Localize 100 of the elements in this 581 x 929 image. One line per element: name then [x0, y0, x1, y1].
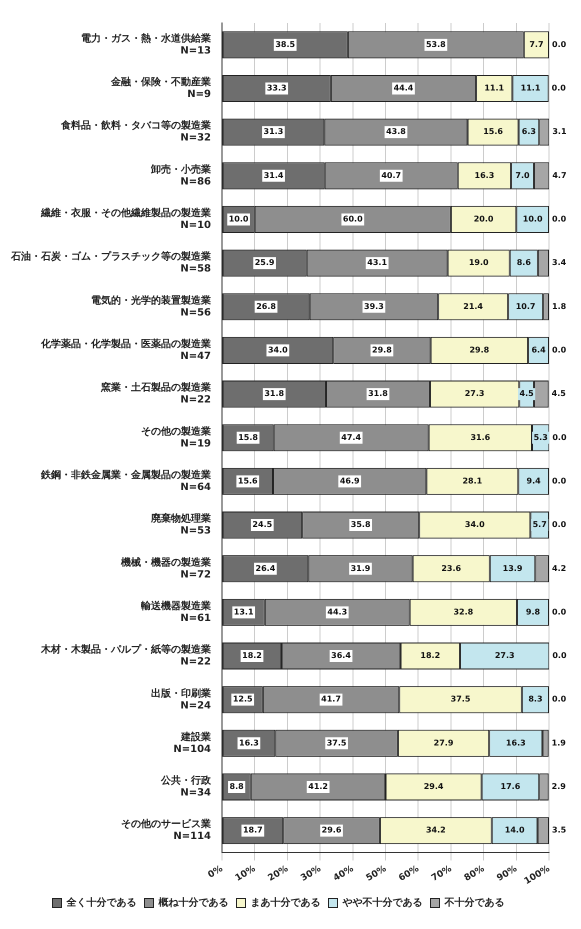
y-tick-label: 繊維・衣服・その他繊維製品の製造業 N=10	[40, 207, 212, 232]
y-tick-label: 窯業・土石製品の製造業 N=22	[100, 382, 212, 406]
data-label: 27.3	[464, 389, 484, 398]
data-label: 14.0	[504, 826, 525, 835]
data-label: 26.4	[256, 564, 276, 573]
data-label: 5.7	[532, 520, 547, 530]
data-label: 11.1	[520, 84, 541, 93]
data-label: 34.2	[426, 826, 446, 835]
data-label: 36.4	[331, 651, 352, 660]
data-label: 31.6	[470, 432, 491, 442]
data-label: 35.8	[350, 520, 371, 530]
y-tick-label: 卸売・小売業 N=86	[150, 163, 212, 188]
x-tick-label: 50%	[364, 864, 388, 884]
y-tick-label: 出版・印刷業 N=24	[151, 687, 212, 712]
x-tick-label: 80%	[462, 864, 486, 884]
data-label: 13.1	[234, 607, 254, 616]
x-tick-label: 10%	[234, 864, 258, 884]
data-label: 39.3	[364, 302, 384, 311]
data-label: 31.9	[350, 564, 371, 573]
data-label: 10.0	[522, 214, 543, 224]
data-label: 43.1	[367, 258, 388, 268]
data-label: 19.0	[468, 258, 489, 268]
data-label: 0.0	[552, 432, 567, 442]
y-tick-label: 石油・石炭・ゴム・プラスチック等の製造業 N=58	[10, 250, 212, 275]
data-label: 46.9	[340, 476, 360, 486]
y-tick-label: 電気的・光学的装置製造業 N=56	[91, 294, 212, 318]
data-label: 4.7	[552, 170, 566, 180]
data-label: 3.1	[552, 127, 567, 136]
data-label: 13.9	[502, 564, 523, 573]
y-tick-label: 鉄鋼・非鉄金属業・金属製品の製造業 N=64	[40, 468, 212, 493]
data-label: 0.0	[552, 520, 567, 530]
data-label: 18.2	[242, 651, 262, 660]
legend-label: 不十分である	[444, 896, 504, 909]
y-tick-label: 金融・保険・不動産業 N=9	[110, 76, 212, 100]
x-tick-label: 70%	[430, 864, 454, 884]
data-label: 0.0	[552, 84, 566, 93]
data-label: 43.8	[386, 127, 406, 136]
data-label: 4.5	[552, 389, 566, 398]
data-label: 41.2	[308, 782, 328, 792]
data-label: 37.5	[326, 738, 347, 748]
data-label: 60.0	[342, 214, 364, 224]
data-label: 10.7	[516, 302, 536, 311]
data-label: 5.3	[534, 432, 548, 442]
y-tick-label: その他のサービス業 N=114	[121, 818, 212, 842]
legend-label: 全く十分である	[66, 896, 136, 909]
data-label: 0.0	[552, 694, 567, 704]
y-tick-label: 電力・ガス・熱・水道供給業 N=13	[81, 32, 212, 56]
data-label: 27.9	[434, 738, 454, 748]
data-label: 15.8	[238, 432, 258, 442]
data-label: 33.3	[266, 84, 287, 93]
data-label: 20.0	[474, 214, 494, 224]
data-label: 16.3	[239, 738, 259, 748]
data-label: 31.8	[264, 389, 285, 398]
data-label: 28.1	[462, 476, 483, 486]
x-tick-label: 30%	[299, 864, 323, 884]
data-label: 16.3	[474, 170, 494, 180]
data-label: 12.5	[232, 694, 253, 704]
data-label: 44.3	[327, 607, 348, 616]
x-tick-label: 0%	[206, 864, 225, 881]
x-tick-label: 60%	[397, 864, 421, 884]
y-tick-label: 食料品・飲料・タバコ等の製造業 N=32	[60, 120, 212, 144]
y-tick-label: 廃棄物処理業 N=53	[150, 512, 212, 537]
data-label: 16.3	[506, 738, 526, 748]
data-label: 31.8	[368, 389, 388, 398]
data-label: 0.0	[552, 214, 567, 224]
data-label: 29.4	[424, 782, 444, 792]
data-label: 2.9	[552, 782, 566, 792]
data-label: 4.5	[520, 389, 534, 398]
data-label: 9.8	[526, 607, 540, 616]
x-tick-label: 90%	[495, 864, 520, 884]
data-label: 17.6	[500, 782, 521, 792]
data-label: 0.0	[552, 651, 567, 660]
data-label: 8.6	[516, 258, 532, 268]
data-label: 11.1	[484, 84, 505, 93]
data-label: 8.3	[528, 694, 543, 704]
data-label: 3.5	[552, 826, 567, 835]
data-label: 18.7	[242, 826, 263, 835]
data-label: 23.6	[441, 564, 462, 573]
data-label: 27.3	[494, 651, 515, 660]
y-tick-label: 化学薬品・化学製品・医薬品の製造業 N=47	[40, 338, 212, 362]
data-label: 8.8	[230, 782, 244, 792]
data-label: 0.0	[552, 607, 567, 616]
data-label: 41.7	[321, 694, 341, 704]
legend-label: まあ十分である	[250, 896, 320, 909]
x-tick-label: 40%	[332, 864, 356, 884]
data-label: 32.8	[453, 607, 474, 616]
data-label: 53.8	[426, 40, 446, 49]
data-label: 29.8	[469, 345, 490, 354]
y-tick-label: 公共・行政 N=34	[160, 774, 212, 799]
data-label: 4.2	[552, 564, 566, 573]
data-label: 34.0	[268, 345, 288, 354]
data-label: 38.5	[275, 40, 296, 49]
data-label: 6.4	[531, 345, 546, 354]
data-label: 26.8	[256, 302, 276, 311]
legend-label: やや不十分である	[342, 896, 422, 909]
data-label: 9.4	[526, 476, 542, 486]
data-label: 3.4	[552, 258, 567, 268]
data-label: 0.0	[552, 40, 567, 49]
data-label: 6.3	[522, 127, 536, 136]
legend-label: 概ね十分である	[158, 896, 228, 909]
